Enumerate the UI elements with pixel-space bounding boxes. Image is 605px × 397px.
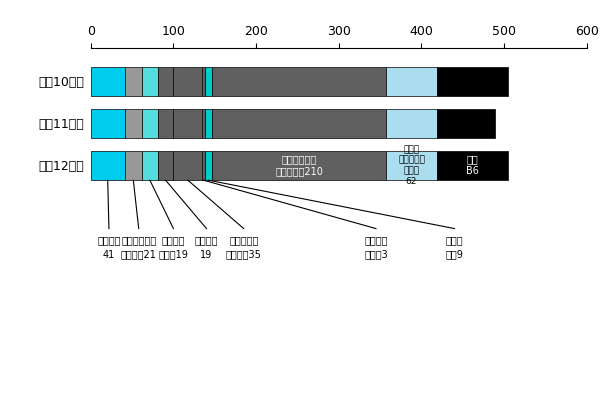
Text: 飼料・肥料製: 飼料・肥料製 <box>121 235 156 245</box>
Bar <box>386 67 437 96</box>
Bar <box>91 67 125 96</box>
Text: 現場　3: 現場 3 <box>364 250 388 260</box>
Bar <box>212 109 386 138</box>
Text: 不明
B6: 不明 B6 <box>466 155 479 176</box>
Bar <box>437 151 508 180</box>
Bar <box>212 67 386 96</box>
Bar <box>205 67 212 96</box>
Bar <box>205 109 212 138</box>
Bar <box>142 109 158 138</box>
Bar <box>142 67 158 96</box>
Text: 下水・: 下水・ <box>446 235 463 245</box>
Bar <box>91 151 125 180</box>
Text: その他の製: その他の製 <box>229 235 258 245</box>
Text: 畜産農業: 畜産農業 <box>97 235 120 245</box>
Bar <box>158 109 174 138</box>
Bar <box>174 151 202 180</box>
Text: 化学工場: 化学工場 <box>195 235 218 245</box>
Bar <box>212 151 386 180</box>
Bar <box>125 67 142 96</box>
Bar <box>125 109 142 138</box>
Bar <box>174 67 202 96</box>
Bar <box>125 151 142 180</box>
Bar <box>437 109 495 138</box>
Bar <box>158 67 174 96</box>
Text: 造工場　21: 造工場 21 <box>121 250 157 260</box>
Text: 建設作業: 建設作業 <box>364 235 388 245</box>
Bar <box>202 151 205 180</box>
Bar <box>174 109 202 138</box>
Text: 用水9: 用水9 <box>446 250 463 260</box>
Text: 個人住
宅・アパー
ト・寮
62: 個人住 宅・アパー ト・寮 62 <box>398 145 425 185</box>
Bar <box>202 67 205 96</box>
Text: 食料製造: 食料製造 <box>162 235 185 245</box>
Bar <box>91 109 125 138</box>
Text: 19: 19 <box>200 250 212 260</box>
Bar <box>437 67 508 96</box>
Text: 41: 41 <box>103 250 115 260</box>
Text: 工場　19: 工場 19 <box>159 250 188 260</box>
Text: 造工場　35: 造工場 35 <box>226 250 261 260</box>
Bar <box>386 151 437 180</box>
Bar <box>142 151 158 180</box>
Bar <box>202 109 205 138</box>
Bar <box>386 109 437 138</box>
Bar <box>205 151 212 180</box>
Text: サービス業・
その他　　210: サービス業・ その他 210 <box>275 155 323 176</box>
Bar <box>158 151 174 180</box>
